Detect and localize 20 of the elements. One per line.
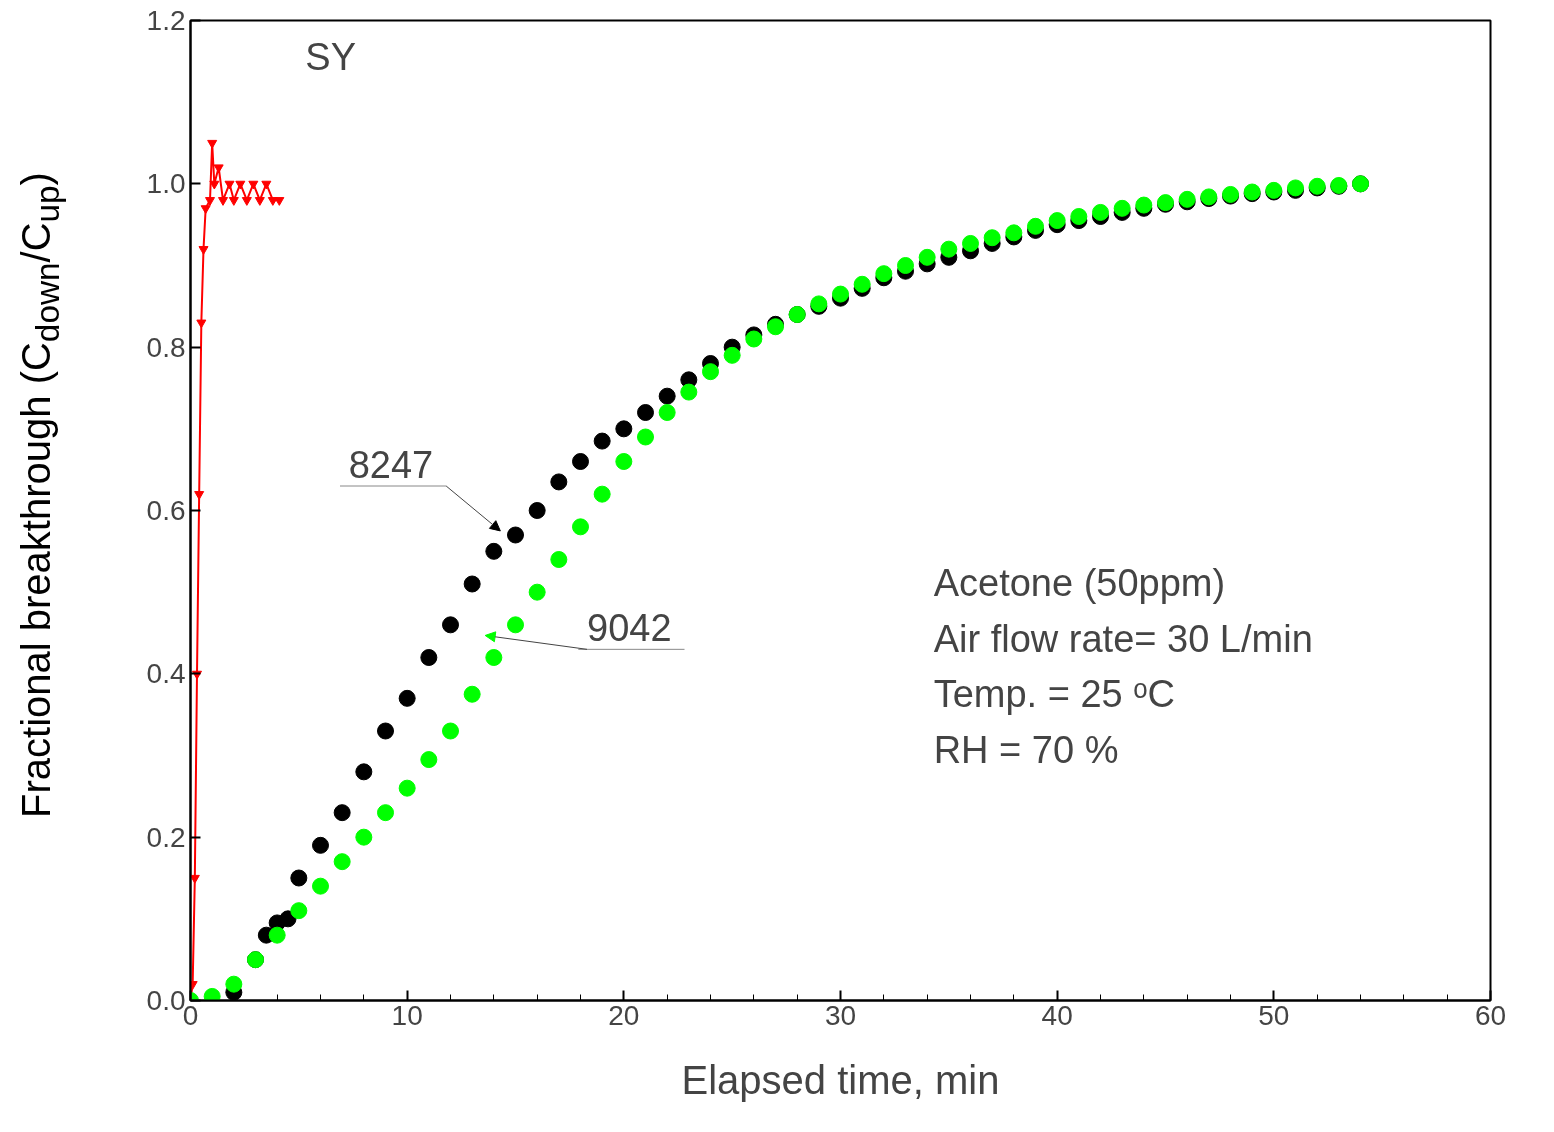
y-tick-label: 1.0 xyxy=(146,168,186,200)
x-tick-label: 20 xyxy=(608,999,640,1031)
text: SY xyxy=(305,35,357,78)
annotation: Acetone (50ppm) xyxy=(933,562,1226,605)
text: 8247 xyxy=(348,443,434,486)
y-tick-label: 1.2 xyxy=(146,5,186,36)
x-tick-label: 50 xyxy=(1258,999,1290,1031)
x-tick-label: 10 xyxy=(391,999,423,1031)
y-tick-label: 0.8 xyxy=(146,331,186,363)
x-tick-label: 60 xyxy=(1474,999,1507,1031)
y-tick-label: 0.4 xyxy=(146,658,186,690)
y-tick-label: 0.2 xyxy=(146,821,186,853)
annotation: Temp. = 25 ᵒC xyxy=(933,673,1176,716)
x-axis-title: Elapsed time, min xyxy=(681,1057,1000,1102)
series-label: 9042 xyxy=(587,607,672,650)
x-tick-label: 40 xyxy=(1041,999,1073,1031)
y-tick-label: 0.6 xyxy=(146,495,186,526)
x-tick-label: 30 xyxy=(824,999,857,1031)
annotation: Air flow rate= 30 L/min xyxy=(933,617,1313,660)
annotation: RH = 70 % xyxy=(933,729,1119,772)
